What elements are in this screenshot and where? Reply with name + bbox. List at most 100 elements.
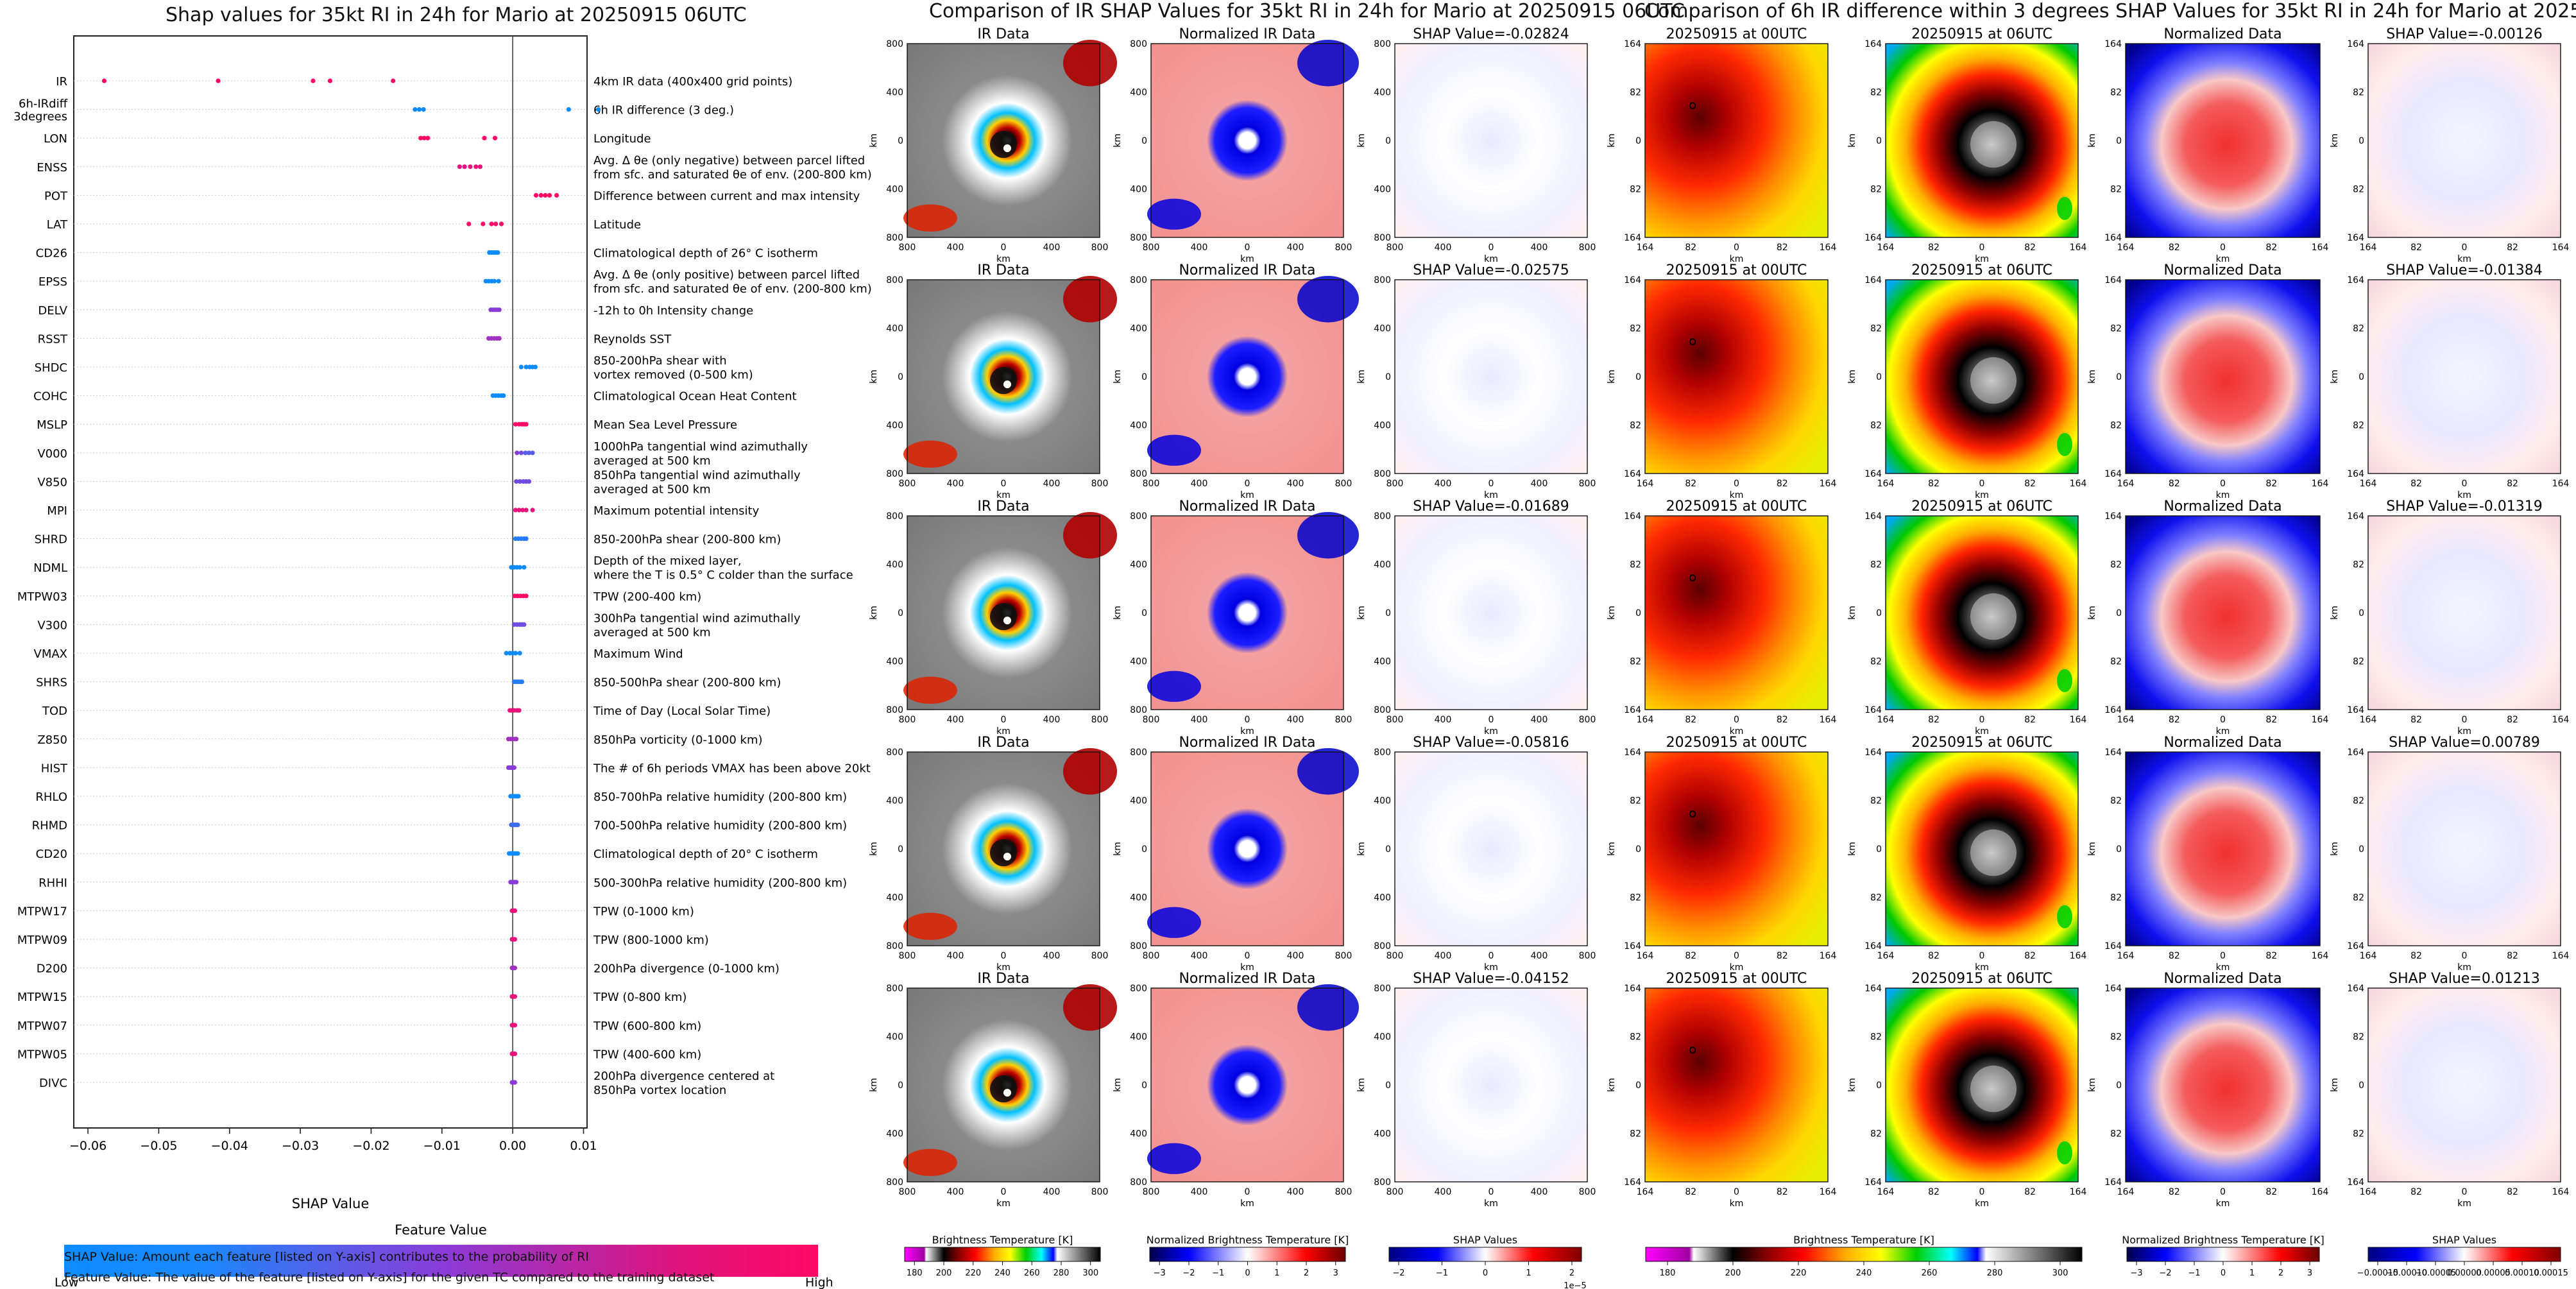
heatmap-image <box>1645 988 1828 1182</box>
colorbar-tick-label: 0 <box>1483 1268 1488 1278</box>
heatmap-feature <box>2057 432 2072 456</box>
feature-row: VMAX Maximum Wind <box>34 647 683 661</box>
heatmap-image <box>2368 516 2561 710</box>
x-tick-label: 0 <box>2220 243 2226 253</box>
heatmap-panel: 20250915 at 06UTC 164 82 0 82 164 km 164 82 0 82 16… <box>1847 499 2086 737</box>
feature-description: 500-300hPa relative humidity (200-800 km… <box>593 876 847 890</box>
feature-description: averaged at 500 km <box>593 454 711 468</box>
feature-description: Time of Day (Local Solar Time) <box>593 704 771 718</box>
ir-grid-title: Comparison of IR SHAP Values for 35kt RI… <box>929 0 1685 22</box>
heatmap-feature <box>1689 810 1696 818</box>
x-axis-label: km <box>2216 726 2230 737</box>
y-tick-label: 400 <box>886 657 903 667</box>
feature-name: CD20 <box>36 848 67 861</box>
shap-point <box>501 393 506 398</box>
shap-point <box>516 794 521 799</box>
shap-point <box>518 450 524 456</box>
y-tick-label: 0 <box>898 136 903 146</box>
shap-point <box>526 479 532 484</box>
x-tick-label: 0 <box>2462 479 2468 489</box>
y-tick-label: 0 <box>1141 844 1147 855</box>
shap-point <box>327 78 333 83</box>
shap-point <box>523 450 528 456</box>
feature-row: LAT Latitude <box>47 218 641 232</box>
panel-frame <box>1150 279 1344 474</box>
heatmap-feature <box>903 204 957 232</box>
y-axis-label: km <box>1607 370 1617 384</box>
y-axis-label: km <box>1113 606 1123 620</box>
y-axis-label: km <box>869 370 879 384</box>
x-tick-label: 164 <box>2360 479 2377 489</box>
feature-name: V300 <box>37 619 67 632</box>
x-tick-label: 400 <box>1191 479 1208 489</box>
feature-row: RHHI 500-300hPa relative humidity (200-80… <box>38 876 847 890</box>
colorbar-tick-label: −3 <box>2130 1268 2142 1278</box>
y-tick-label: 82 <box>1630 560 1641 570</box>
heatmap-feature <box>2057 905 2072 928</box>
shap-point <box>482 135 487 141</box>
shap-point <box>497 336 502 341</box>
x-tick-label: 800 <box>1386 243 1404 253</box>
heatmap-feature <box>1147 198 1201 230</box>
y-tick-label: 164 <box>2104 705 2122 715</box>
x-tick-label: 800 <box>1335 243 1352 253</box>
y-axis-label: km <box>1847 370 1857 384</box>
colorbar-tick-label: −2 <box>1392 1268 1404 1278</box>
y-tick-label: 400 <box>1130 560 1147 570</box>
x-axis-label: km <box>1240 490 1254 500</box>
heatmap-image <box>2368 752 2561 946</box>
x-tick-label: −0.02 <box>352 1139 389 1153</box>
feature-description: 6h IR difference (3 deg.) <box>593 104 734 117</box>
feature-description: 850-200hPa shear (200-800 km) <box>593 533 781 547</box>
y-axis-label: km <box>2087 133 2097 148</box>
feature-description: from sfc. and saturated θe of env. (200-… <box>593 282 872 296</box>
y-axis-label: km <box>2087 606 2097 620</box>
panel-title: Normalized Data <box>2163 262 2282 278</box>
heatmap-feature <box>903 1148 957 1176</box>
shap-point <box>522 622 527 627</box>
heatmap-feature <box>1297 747 1359 795</box>
x-tick-label: −0.04 <box>211 1139 248 1153</box>
y-tick-label: 164 <box>1624 275 1641 286</box>
x-axis-label: km <box>2216 254 2230 264</box>
y-tick-label: 164 <box>1624 511 1641 522</box>
colorbar-tick-label: 300 <box>2052 1268 2068 1278</box>
heatmap-panel: 20250915 at 06UTC 164 82 0 82 164 km 164 82 0 82 16… <box>1847 971 2086 1209</box>
feature-row: Z850 850hPa vorticity (0-1000 km) <box>37 733 762 747</box>
shap-point <box>518 364 524 370</box>
heatmap-feature <box>1003 617 1011 625</box>
y-tick-label: 0 <box>1141 136 1147 146</box>
shap-point <box>481 221 486 226</box>
heatmap-panel: SHAP Value=-0.01319 164 82 0 82 164 km 164 82 0 82… <box>2330 499 2569 737</box>
x-tick-label: 164 <box>2360 951 2377 961</box>
x-axis-label: km <box>1484 490 1498 500</box>
colorbar: Brightness Temperature [K] 180 200 220 240 26… <box>1645 1234 2083 1278</box>
y-tick-label: 800 <box>1374 39 1391 49</box>
y-tick-label: 800 <box>886 469 903 479</box>
y-tick-label: 82 <box>1630 1032 1641 1043</box>
feature-name: SHDC <box>35 361 67 375</box>
heatmap-image <box>1645 752 1828 946</box>
feature-description: Longitude <box>593 132 651 146</box>
panel-frame <box>1150 987 1344 1182</box>
y-axis-label: km <box>1847 606 1857 620</box>
colorbar-tick-label: −2 <box>2159 1268 2171 1278</box>
x-tick-label: 82 <box>1685 1187 1696 1197</box>
x-tick-label: 0 <box>2220 479 2226 489</box>
y-tick-label: 0 <box>1876 1080 1882 1091</box>
shap-point <box>524 422 529 427</box>
x-tick-label: 82 <box>2410 951 2422 961</box>
y-axis-label: km <box>869 133 879 148</box>
x-tick-label: 164 <box>2117 479 2135 489</box>
shap-point <box>512 937 518 942</box>
y-tick-label: 82 <box>1630 796 1641 807</box>
y-tick-label: 82 <box>1870 1032 1882 1043</box>
x-tick-label: 0 <box>1979 715 1985 725</box>
heatmap-feature <box>903 676 957 704</box>
heatmap-panel: 20250915 at 00UTC 164 82 0 82 164 km 164 82 0 82 16… <box>1607 735 1836 973</box>
x-tick-label: 800 <box>899 951 916 961</box>
x-tick-label: 164 <box>2360 1187 2377 1197</box>
feature-description: from sfc. and saturated θe of env. (200-… <box>593 168 872 182</box>
x-tick-label: 800 <box>1579 243 1596 253</box>
y-tick-label: 0 <box>1385 136 1391 146</box>
